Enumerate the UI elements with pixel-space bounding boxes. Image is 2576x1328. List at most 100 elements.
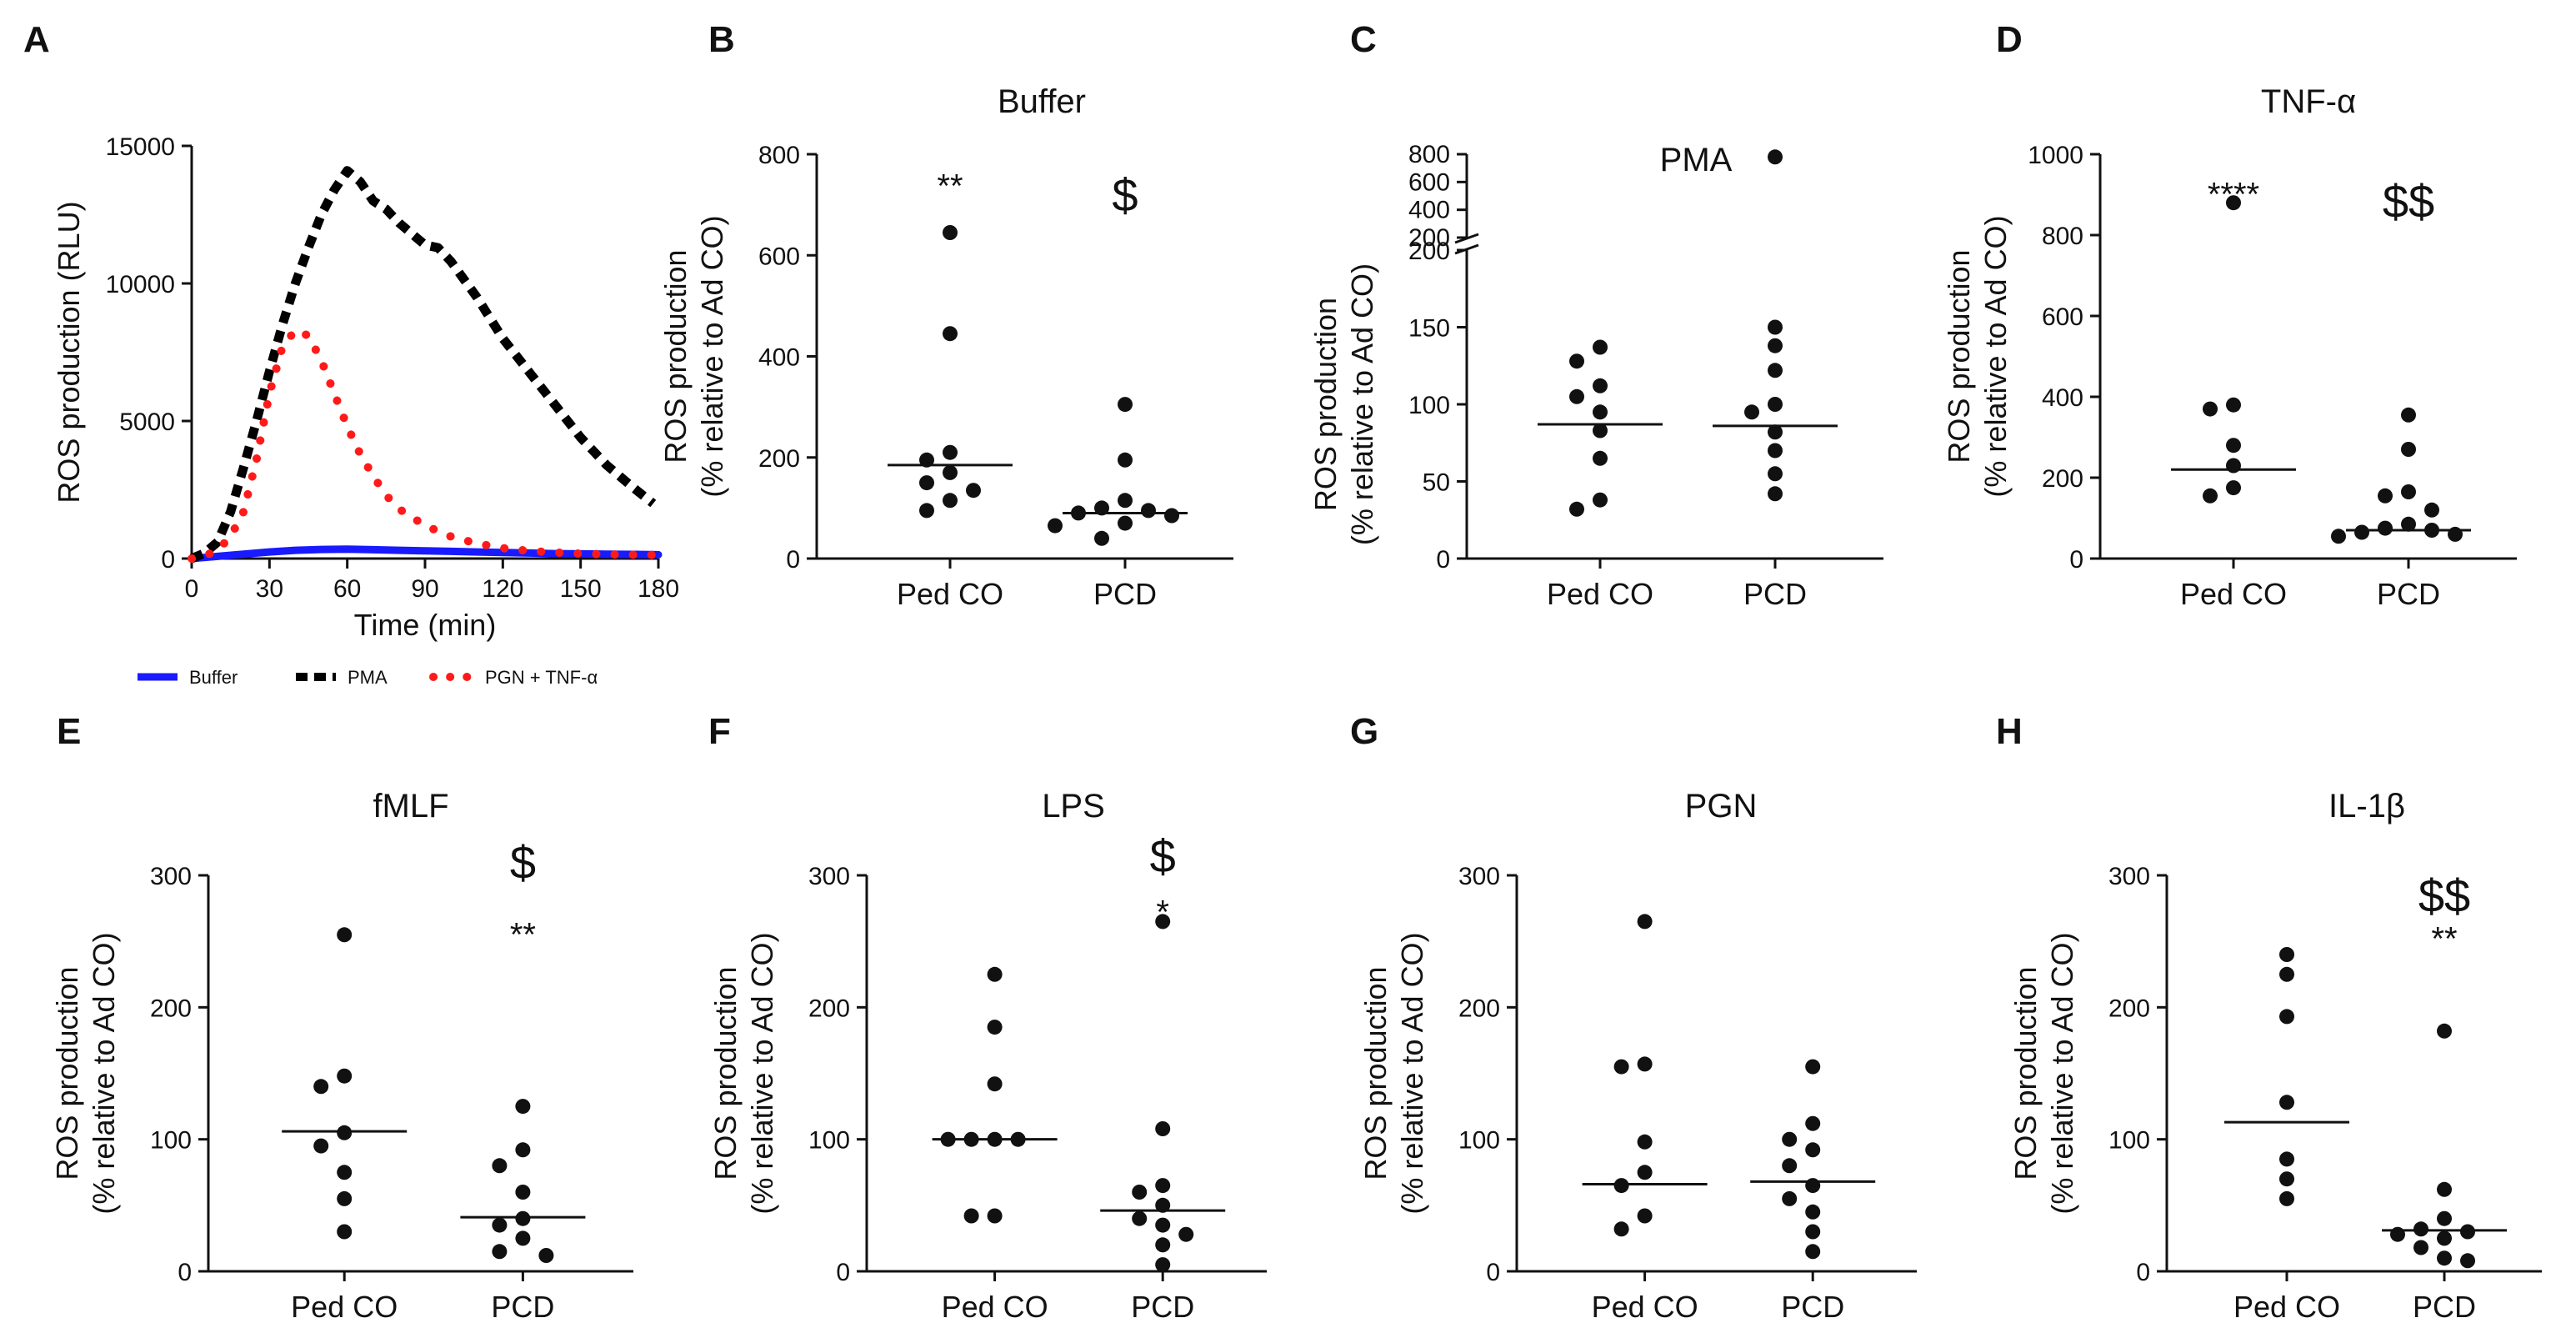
y-axis-label: ROS production (% relative to Ad CO) <box>1358 932 1429 1214</box>
panel-a: A 0 5000 10000 15000 0 30 60 90 120 150 180 Time (mi… <box>23 19 679 688</box>
y-tick-label: 5000 <box>119 408 175 436</box>
data-point <box>1637 914 1653 930</box>
y-tick-label: 200 <box>2042 465 2083 493</box>
data-point <box>1637 1165 1653 1180</box>
chart-title: PGN <box>1685 788 1758 824</box>
y-tick-label: 0 <box>2069 546 2083 574</box>
data-point <box>1637 1208 1653 1224</box>
data-point <box>492 1244 508 1260</box>
y-axis-label-line1: ROS production <box>658 249 693 463</box>
significance-marker: $$ <box>2383 175 2434 228</box>
data-point <box>492 1158 508 1174</box>
y-tick-label: 800 <box>2042 223 2083 250</box>
y-tick-label: 800 <box>758 142 800 169</box>
data-point <box>2437 1250 2452 1266</box>
data-point <box>1569 353 1584 369</box>
data-point <box>1593 492 1608 508</box>
significance-marker: $ <box>510 836 536 889</box>
category-label: PCD <box>1743 577 1807 611</box>
data-point <box>337 1165 353 1180</box>
y-tick-label: 200 <box>2108 995 2150 1022</box>
data-point <box>2279 1151 2294 1167</box>
data-point <box>2203 488 2218 504</box>
data-point <box>1048 518 1063 534</box>
chart-title: IL-1β <box>2328 788 2405 824</box>
legend-label: PMA <box>348 667 388 688</box>
y-axis-label: ROS production (% relative to Ad CO) <box>1942 215 2013 497</box>
panel-f: F LPS 0 100 200 300 Ped CO PCD ROS production (% … <box>708 711 1267 1324</box>
category-label: Ped CO <box>1547 577 1653 611</box>
data-point <box>987 966 1003 982</box>
data-point <box>337 1190 353 1206</box>
data-point <box>2413 1240 2428 1255</box>
data-point <box>1593 339 1608 355</box>
y-axis-label-line2: (% relative to Ad CO) <box>695 215 729 497</box>
y-axis-label: ROS production (% relative to Ad CO) <box>658 215 729 497</box>
panel-letter-d: D <box>1996 19 2023 60</box>
data-point <box>1593 378 1608 393</box>
y-axis-label-line1: ROS production <box>708 966 743 1180</box>
legend-label: PGN + TNF-α <box>485 667 598 688</box>
data-point <box>1768 466 1783 482</box>
data-point <box>515 1099 531 1115</box>
panel-b: B Buffer 0 200 400 600 800 Ped CO PCD ROS product… <box>658 19 1233 611</box>
x-axis-label: Time (min) <box>354 608 497 642</box>
data-point <box>2390 1226 2405 1242</box>
data-point <box>1768 486 1783 502</box>
y-tick-label: 0 <box>161 546 175 574</box>
data-point <box>2437 1181 2452 1197</box>
y-tick-label: 400 <box>758 344 800 372</box>
panel-letter-h: H <box>1996 711 2023 752</box>
data-point <box>1118 397 1133 413</box>
data-point <box>1155 1257 1171 1273</box>
data-point <box>1118 515 1133 531</box>
data-point <box>1768 424 1783 440</box>
data-point <box>1593 450 1608 466</box>
category-label: Ped CO <box>942 1290 1048 1324</box>
axis-break-mark <box>1454 233 1479 244</box>
data-point <box>515 1210 531 1226</box>
data-point <box>337 1224 353 1240</box>
data-point <box>337 1068 353 1084</box>
data-point <box>1118 493 1133 509</box>
data-point <box>515 1230 531 1246</box>
data-point <box>515 1185 531 1200</box>
y-tick-label: 1000 <box>2028 142 2083 169</box>
data-point <box>2279 1009 2294 1025</box>
data-point <box>943 225 958 240</box>
data-point <box>1782 1190 1798 1206</box>
y-tick-label: 0 <box>178 1259 192 1286</box>
y-tick-label: 400 <box>2042 384 2083 412</box>
y-tick-label: 0 <box>836 1259 850 1286</box>
panel-letter-g: G <box>1350 711 1378 752</box>
data-point <box>1094 500 1109 516</box>
legend: Buffer PMA PGN + TNF-α <box>138 667 598 688</box>
y-axis-label-line2: (% relative to Ad CO) <box>1345 263 1379 545</box>
x-tick-label: 180 <box>638 575 679 603</box>
data-point <box>1155 914 1171 930</box>
data-point <box>2460 1253 2475 1269</box>
series-line-buffer <box>188 545 663 563</box>
panel-letter-f: F <box>708 711 731 752</box>
data-point <box>1094 530 1109 546</box>
y-axis-label-line1: ROS production <box>1358 966 1393 1180</box>
y-tick-label: 100 <box>1458 1127 1500 1155</box>
data-point <box>1178 1226 1194 1242</box>
data-point <box>2331 529 2346 544</box>
y-tick-label: 0 <box>2136 1259 2150 1286</box>
y-tick-label: 200 <box>1458 995 1500 1022</box>
y-axis-label-line1: ROS production <box>50 966 84 1180</box>
panel-letter-c: C <box>1350 19 1377 60</box>
chart-title: Buffer <box>998 83 1086 120</box>
panel-h: H IL-1β 0 100 200 300 Ped CO PCD ROS production(… <box>1996 711 2542 1324</box>
y-tick-label: 150 <box>1408 315 1450 343</box>
y-tick-label: 0 <box>1436 546 1450 574</box>
y-tick-label: 200 <box>150 995 192 1022</box>
category-label: Ped CO <box>291 1290 398 1324</box>
data-point <box>943 326 958 342</box>
y-tick-label: 600 <box>758 243 800 270</box>
data-point <box>538 1248 554 1263</box>
